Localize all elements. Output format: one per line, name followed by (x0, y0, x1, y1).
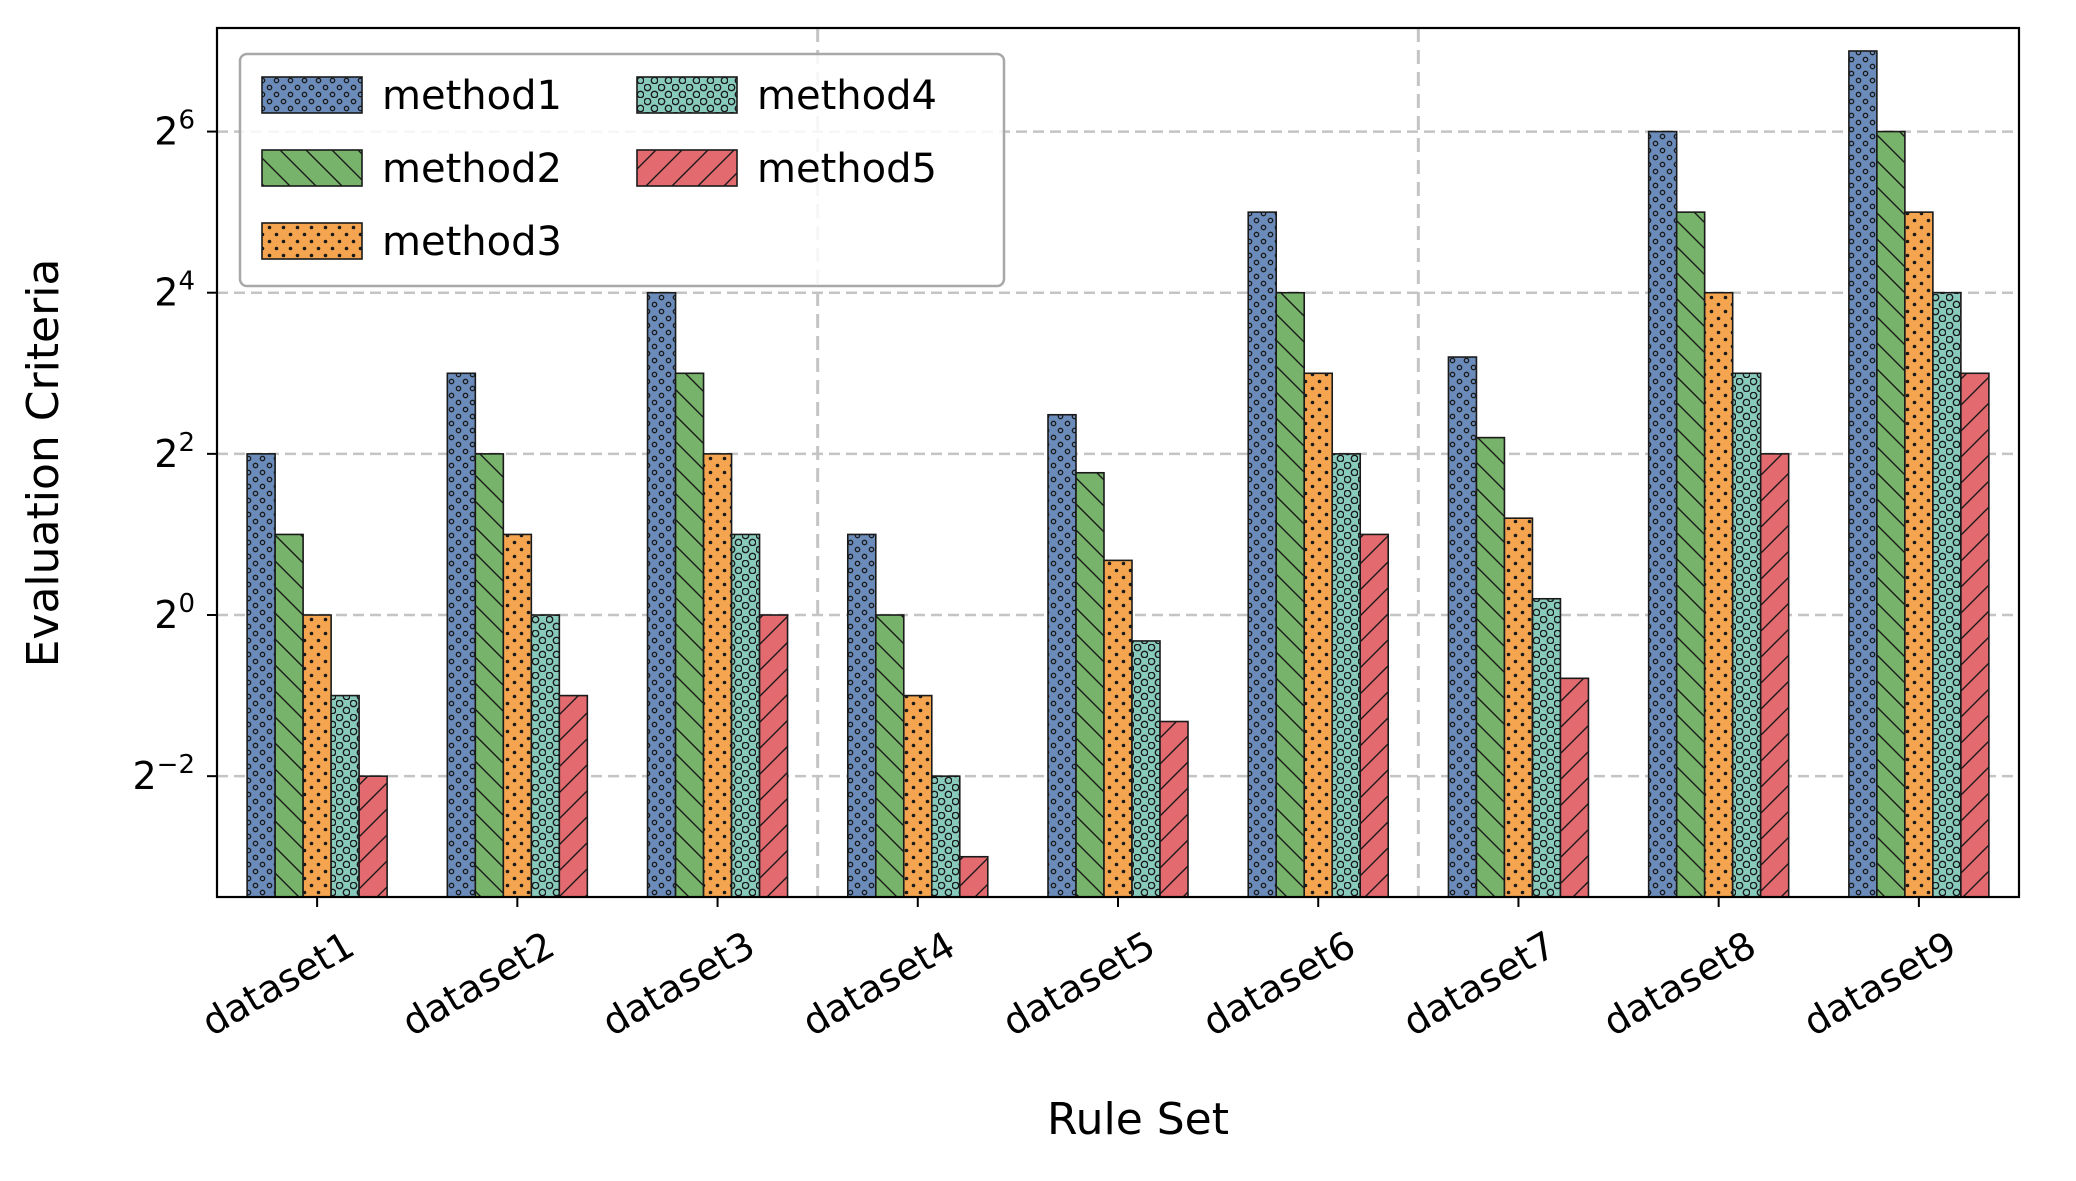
x-tick-label: dataset1 (194, 923, 361, 1045)
bar-hatch-method4-dataset5 (1131, 640, 1161, 898)
bar-hatch-method2-dataset5 (1075, 471, 1105, 898)
x-tick-label: dataset3 (595, 923, 762, 1045)
x-tick-label: dataset6 (1195, 923, 1362, 1045)
bar-hatch-method2-dataset2 (474, 453, 505, 898)
bar-hatch-method4-dataset2 (530, 614, 561, 898)
bars-group (246, 50, 1990, 898)
x-tick-label: dataset7 (1396, 923, 1563, 1045)
bar-hatch-method5-dataset3 (758, 614, 789, 898)
x-tick-label: dataset2 (394, 923, 561, 1045)
bar-hatch-method1-dataset4 (846, 533, 877, 898)
bar-hatch-method3-dataset1 (302, 614, 332, 898)
bar-hatch-method4-dataset4 (930, 775, 961, 898)
bar-hatch-method3-dataset5 (1103, 559, 1133, 898)
legend-label-method5: method5 (757, 146, 937, 192)
bar-hatch-method5-dataset5 (1159, 720, 1189, 898)
bar-hatch-method4-dataset9 (1932, 291, 1962, 898)
bar-hatch-method1-dataset6 (1247, 211, 1278, 898)
bar-hatch-method4-dataset1 (330, 694, 360, 898)
bar-hatch-method5-dataset4 (958, 855, 989, 898)
bar-hatch-method2-dataset1 (274, 533, 304, 898)
bar-hatch-method1-dataset1 (246, 453, 276, 898)
legend: method1 method2 method3 method4 method5 (238, 52, 1006, 288)
legend-label-method3: method3 (382, 219, 562, 265)
legend-swatch-hatch-method1 (261, 76, 363, 114)
bar-hatch-method1-dataset7 (1447, 356, 1478, 898)
bar-hatch-method4-dataset6 (1331, 453, 1362, 898)
y-axis-label: Evaluation Criteria (18, 259, 69, 668)
bar-hatch-method2-dataset6 (1275, 291, 1306, 898)
legend-label-method4: method4 (757, 73, 937, 119)
bar-hatch-method5-dataset8 (1759, 453, 1790, 898)
bar-hatch-method3-dataset6 (1303, 372, 1334, 898)
bar-hatch-method3-dataset7 (1503, 517, 1534, 898)
bar-hatch-method1-dataset2 (446, 372, 477, 898)
legend-swatch-hatch-method4 (636, 76, 738, 114)
legend-swatch-hatch-method5 (636, 149, 738, 187)
legend-label-method1: method1 (382, 73, 562, 119)
y-tick-label: 20 (154, 589, 195, 637)
bar-hatch-method5-dataset9 (1960, 372, 1990, 898)
y-tick-label: 26 (154, 106, 195, 154)
bar-hatch-method3-dataset2 (502, 533, 533, 898)
legend-label-method2: method2 (382, 146, 562, 192)
bar-hatch-method1-dataset8 (1647, 130, 1678, 898)
bar-hatch-method3-dataset8 (1703, 291, 1734, 898)
y-tick-label: 2−2 (132, 750, 195, 798)
bar-hatch-method1-dataset9 (1848, 50, 1878, 898)
bar-hatch-method3-dataset9 (1904, 211, 1934, 898)
bar-hatch-method3-dataset4 (902, 694, 933, 898)
legend-swatch-hatch-method2 (261, 149, 363, 187)
x-tick-label: dataset9 (1796, 923, 1963, 1045)
y-tick-label: 22 (154, 428, 195, 476)
x-tick-label: dataset8 (1596, 923, 1763, 1045)
bar-hatch-method3-dataset3 (702, 453, 733, 898)
bar-hatch-method2-dataset7 (1475, 436, 1506, 898)
bar-hatch-method2-dataset4 (874, 614, 905, 898)
legend-box (238, 52, 1006, 288)
bar-hatch-method5-dataset2 (558, 694, 589, 898)
bar-hatch-method2-dataset9 (1876, 130, 1906, 898)
x-axis-label: Rule Set (1047, 1094, 1229, 1145)
y-tick-label: 24 (154, 267, 195, 315)
bar-hatch-method2-dataset3 (674, 372, 705, 898)
legend-swatch-hatch-method3 (261, 222, 363, 260)
bar-hatch-method5-dataset1 (358, 775, 388, 898)
x-tick-label: dataset4 (795, 923, 962, 1045)
bar-hatch-method5-dataset6 (1359, 533, 1390, 898)
bar-hatch-method1-dataset3 (646, 291, 677, 898)
bar-hatch-method4-dataset8 (1731, 372, 1762, 898)
bar-hatch-method4-dataset3 (730, 533, 761, 898)
bar-hatch-method1-dataset5 (1047, 413, 1077, 898)
bar-hatch-method4-dataset7 (1531, 597, 1562, 898)
bar-hatch-method5-dataset7 (1559, 677, 1590, 898)
x-tick-label: dataset5 (995, 923, 1162, 1045)
bar-hatch-method2-dataset8 (1675, 211, 1706, 898)
